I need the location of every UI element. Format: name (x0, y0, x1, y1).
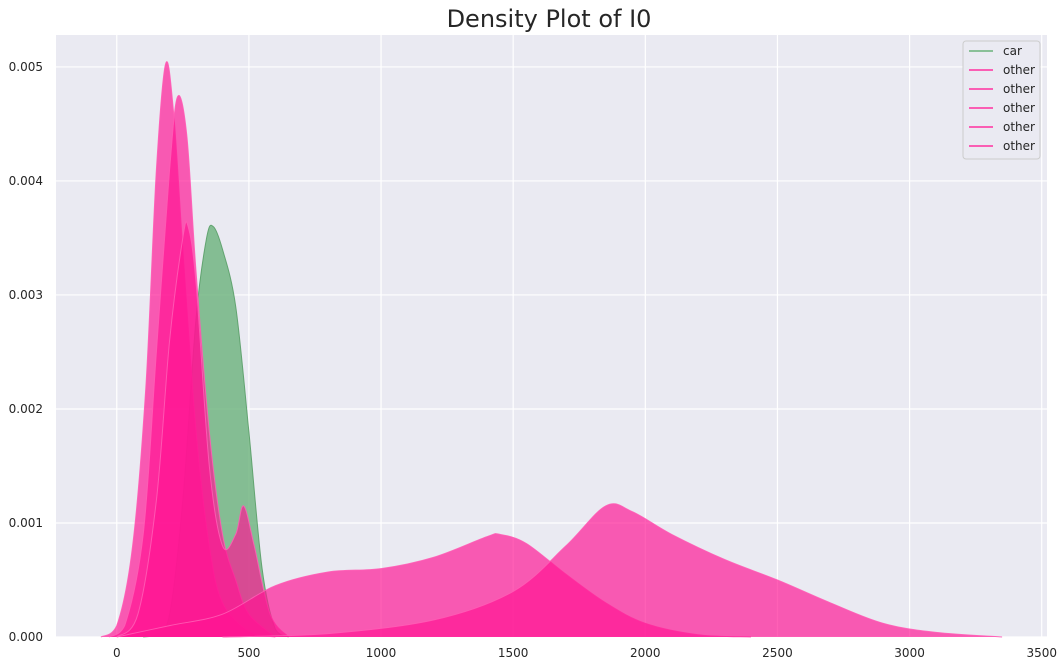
y-tick-label: 0.001 (9, 516, 43, 530)
legend-label: other (1003, 120, 1035, 134)
legend-label: other (1003, 101, 1035, 115)
x-tick-label: 3500 (1026, 646, 1057, 660)
legend-label: other (1003, 63, 1035, 77)
x-tick-label: 2500 (762, 646, 793, 660)
y-tick-label: 0.002 (9, 402, 43, 416)
density-line-other (116, 221, 289, 638)
y-tick-label: 0.005 (9, 60, 43, 74)
density-area-car (143, 225, 289, 637)
legend-label: car (1003, 44, 1022, 58)
x-tick-label: 0 (113, 646, 121, 660)
x-tick-label: 2000 (630, 646, 661, 660)
density-areas (100, 61, 1003, 638)
y-tick-label: 0.003 (9, 288, 43, 302)
chart-title: Density Plot of I0 (447, 5, 652, 33)
legend-label: other (1003, 82, 1035, 96)
x-tick-label: 1500 (498, 646, 529, 660)
y-axis: 0.000 0.001 0.002 0.003 0.004 0.005 (9, 60, 43, 644)
density-area-other (116, 221, 289, 637)
legend: car other other other other other (962, 40, 1041, 160)
x-tick-label: 500 (237, 646, 260, 660)
y-tick-label: 0.004 (9, 174, 43, 188)
x-tick-label: 1000 (366, 646, 397, 660)
density-area-other (222, 503, 1003, 637)
y-tick-label: 0.000 (9, 630, 43, 644)
density-line-other (222, 503, 1003, 638)
legend-label: other (1003, 139, 1035, 153)
x-tick-label: 3000 (894, 646, 925, 660)
x-axis: 0 500 1000 1500 2000 2500 3000 3500 (113, 646, 1057, 660)
